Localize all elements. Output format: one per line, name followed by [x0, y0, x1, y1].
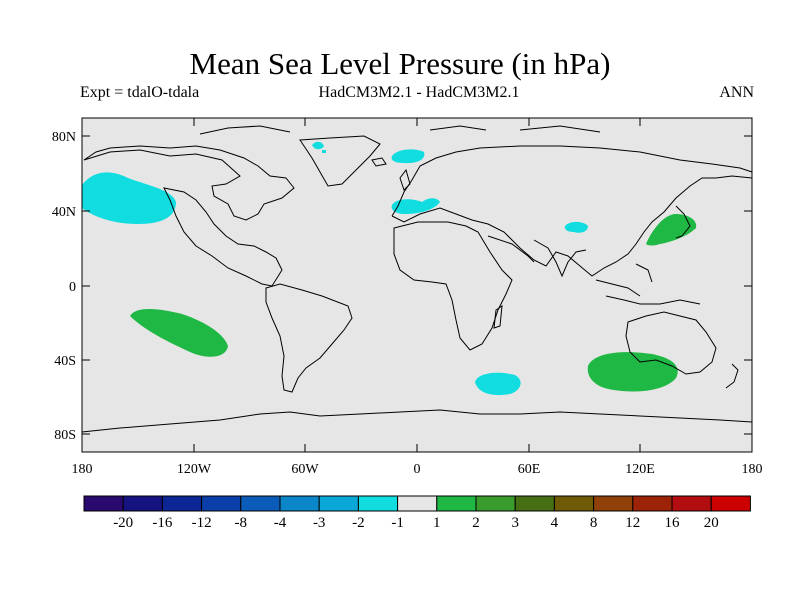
colorbar-swatch [553, 495, 595, 512]
anomaly-region-south-indian-ocean [587, 352, 678, 392]
coastline-arabia-india [487, 235, 587, 278]
colorbar-swatch [593, 495, 634, 512]
colorbar-label: -8 [235, 515, 248, 531]
anomaly-regions [82, 141, 697, 396]
x-tick-label: 60W [291, 462, 319, 477]
anomaly-region-east-asia [646, 214, 697, 246]
y-tick-label: 40S [54, 354, 76, 369]
x-tick-label: 120E [625, 462, 655, 477]
colorbar-swatch [83, 495, 124, 512]
season-label: ANN [719, 84, 754, 101]
y-tick-label: 40N [52, 205, 76, 220]
colorbar-swatch [475, 495, 516, 512]
colorbar-label: -16 [152, 515, 172, 531]
coastlines [81, 125, 753, 433]
coastline-greenland [299, 135, 381, 187]
colorbar-label: -20 [113, 515, 133, 531]
colorbar-label: 8 [590, 515, 598, 531]
colorbar-swatch [201, 495, 242, 512]
colorbar-swatch [240, 495, 281, 512]
colorbar-label: -3 [313, 515, 326, 531]
colorbar: -20 -16 -12 -8 -4 -3 -2 -1 1 2 3 4 8 12 16 20 [83, 495, 751, 531]
colorbar-label: -1 [391, 515, 404, 531]
coastline-japan [675, 205, 691, 239]
map-background [82, 118, 752, 452]
coastline-north-america [83, 145, 295, 287]
colorbar-label: 1 [433, 515, 441, 531]
colorbar-label: 16 [665, 515, 681, 531]
coastline-south-america [265, 283, 353, 393]
colorbar-label: 20 [704, 515, 719, 531]
anomaly-region-south-atlantic [475, 372, 521, 396]
colorbar-swatch [514, 495, 555, 512]
coastline-uk [371, 157, 411, 191]
coastline-arctic-islands [199, 125, 601, 135]
coastline-antarctica [81, 409, 753, 433]
colorbar-swatch [710, 495, 751, 512]
colorbar-label: -2 [352, 515, 365, 531]
colorbar-label: 2 [472, 515, 480, 531]
anomaly-region-north-pacific [82, 172, 176, 224]
coastline-africa [393, 221, 513, 351]
anomaly-region-central-asia [564, 221, 588, 233]
colorbar-swatch [318, 495, 359, 512]
colorbar-swatch [122, 495, 163, 512]
x-tick-label: 180 [72, 462, 93, 477]
anomaly-region-north-atlantic [391, 149, 425, 164]
coastline-australia [625, 311, 717, 375]
axis-ticks [82, 118, 752, 452]
colorbar-swatch [161, 495, 203, 512]
anomaly-region-south-pacific [130, 309, 228, 357]
colorbar-label: -4 [274, 515, 287, 531]
colorbar-label: -12 [192, 515, 212, 531]
anomaly-region-europe [391, 198, 440, 214]
coastline-new-zealand [725, 363, 739, 389]
colorbar-swatch [279, 495, 320, 512]
experiment-label: Expt = tdalO-tdala [80, 84, 200, 101]
y-tick-label: 0 [69, 280, 76, 295]
colorbar-swatch [632, 495, 673, 512]
colorbar-label: 4 [551, 515, 559, 531]
colorbar-swatch [357, 495, 399, 512]
colorbar-label: 12 [625, 515, 640, 531]
x-tick-label: 0 [414, 462, 421, 477]
coastline-indonesia [595, 263, 701, 305]
anomaly-region-greenland [312, 141, 326, 153]
colorbar-swatch [436, 495, 477, 512]
x-tick-label: 180 [742, 462, 763, 477]
coastline-madagascar [493, 304, 503, 329]
x-tick-label: 60E [518, 462, 541, 477]
y-tick-label: 80S [54, 428, 76, 443]
colorbar-swatch [397, 495, 438, 512]
y-tick-label: 80N [52, 130, 76, 145]
chart-title: Mean Sea Level Pressure (in hPa) [189, 46, 611, 81]
colorbar-swatch [671, 495, 712, 512]
model-label: HadCM3M2.1 - HadCM3M2.1 [318, 84, 520, 101]
x-tick-label: 120W [177, 462, 212, 477]
axis-labels: 80N 40N 0 40S 80S 180 120W 60W 0 60E 120… [52, 130, 763, 477]
colorbar-label: 3 [511, 515, 519, 531]
